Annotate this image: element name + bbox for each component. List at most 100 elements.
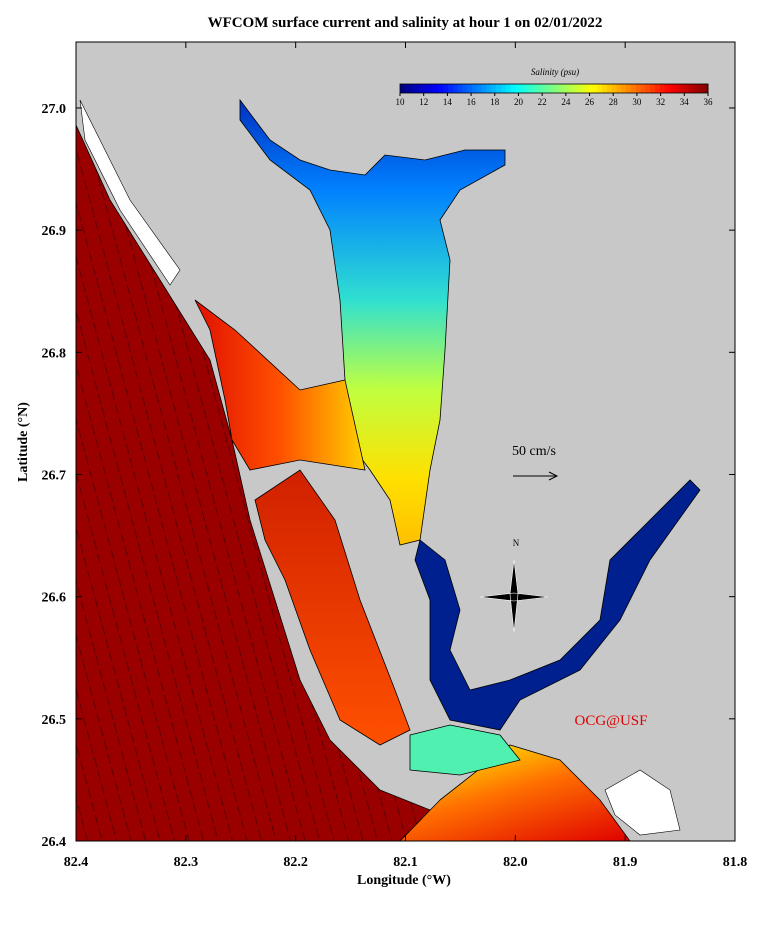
colorbar-cell — [688, 84, 695, 93]
colorbar-cell — [640, 84, 646, 93]
colorbar-cell — [529, 84, 536, 93]
y-tick-label: 26.6 — [42, 591, 67, 606]
x-tick-label: 82.4 — [64, 855, 89, 870]
y-tick-label: 26.8 — [42, 346, 67, 361]
y-tick-label: 26.4 — [42, 835, 67, 850]
colorbar-cell — [539, 84, 545, 93]
colorbar-cell — [621, 84, 627, 93]
charlotte-harbor — [239, 98, 506, 546]
colorbar-cell — [501, 84, 507, 93]
san-carlos-bay — [409, 724, 521, 776]
colorbar-cell — [491, 84, 497, 93]
colorbar-cell — [505, 84, 512, 93]
colorbar-cell — [669, 84, 675, 93]
colorbar-cell — [616, 84, 622, 93]
colorbar-cell — [486, 84, 492, 93]
colorbar-cell — [510, 84, 516, 93]
y-tick-label: 26.9 — [42, 224, 67, 239]
colorbar-cell — [592, 84, 598, 93]
colorbar-tick-label: 30 — [632, 97, 642, 107]
scale-arrow — [513, 471, 559, 481]
x-tick-label: 82.2 — [283, 855, 308, 870]
colorbar-frame — [399, 83, 709, 94]
scale-label: 50 cm/s — [512, 444, 556, 459]
credit: OCG@USF — [574, 713, 647, 729]
colorbar-cell — [549, 84, 555, 93]
colorbar-cell — [404, 84, 411, 93]
colorbar-cell — [674, 84, 680, 93]
colorbar-tick-label: 16 — [467, 97, 477, 107]
colorbar-cell — [534, 84, 541, 93]
colorbar-cell — [452, 84, 459, 93]
colorbar-cell — [611, 84, 618, 93]
colorbar-cell — [424, 84, 430, 93]
colorbar-cell — [693, 84, 699, 93]
harbor-mouth — [194, 299, 366, 471]
colorbar-tick-label: 32 — [656, 97, 665, 107]
colorbar-cell — [428, 84, 435, 93]
colorbar-cell — [457, 84, 464, 93]
colorbar-cell — [698, 84, 704, 93]
colorbar-cell — [462, 84, 468, 93]
current-vectors — [76, 125, 460, 841]
colorbar-cell — [414, 84, 420, 93]
colorbar-cell — [409, 84, 415, 93]
colorbar-cell — [631, 84, 637, 93]
colorbar-cell — [448, 84, 454, 93]
y-tick-label: 26.7 — [42, 468, 67, 483]
colorbar-cell — [573, 84, 579, 93]
x-tick-label: 81.8 — [723, 855, 748, 870]
y-axis-label: Latitude (°N) — [16, 402, 31, 482]
colorbar-cell — [568, 84, 574, 93]
colorbar-cell — [472, 84, 478, 93]
colorbar-cell — [481, 84, 488, 93]
colorbar-cell — [544, 84, 550, 93]
colorbar-tick-label: 34 — [680, 97, 690, 107]
colorbar-cell — [650, 84, 656, 93]
compass — [479, 559, 549, 633]
colorbar-cell — [433, 84, 439, 93]
north-label: N — [513, 538, 520, 548]
colorbar-tick-label: 28 — [609, 97, 619, 107]
pine-island-sound — [254, 469, 411, 746]
colorbar-cell — [597, 84, 603, 93]
colorbar-label: Salinity (psu) — [531, 67, 579, 77]
x-tick-label: 81.9 — [613, 855, 638, 870]
colorbar-cell — [467, 84, 473, 93]
colorbar-cell — [645, 84, 651, 93]
colorbar-cell — [626, 84, 632, 93]
colorbar-cell — [679, 84, 685, 93]
colorbar-cell — [515, 84, 521, 93]
coastal-marsh — [604, 769, 681, 836]
estero-bay — [399, 744, 631, 841]
colorbar-cell — [438, 84, 444, 93]
colorbar-cell — [582, 84, 589, 93]
x-tick-label: 82.1 — [393, 855, 418, 870]
colorbar-cell — [655, 84, 661, 93]
colorbar-tick-label: 26 — [585, 97, 595, 107]
y-tick-label: 26.5 — [42, 713, 67, 728]
colorbar-tick-label: 22 — [538, 97, 547, 107]
colorbar-cell — [602, 84, 608, 93]
colorbar-cell — [587, 84, 593, 93]
colorbar-cell — [578, 84, 584, 93]
colorbar-cell — [563, 84, 569, 93]
colorbar-cell — [520, 84, 526, 93]
caloosahatchee — [414, 479, 701, 731]
barrier-island — [79, 99, 181, 286]
colorbar-tick-label: 14 — [443, 97, 453, 107]
colorbar-cell — [664, 84, 670, 93]
colorbar-cell — [659, 84, 666, 93]
colorbar-cell — [635, 84, 642, 93]
colorbar-tick-label: 24 — [561, 97, 571, 107]
title: WFCOM surface current and salinity at ho… — [208, 15, 603, 31]
colorbar-cell — [703, 84, 709, 93]
colorbar-tick-label: 20 — [514, 97, 524, 107]
colorbar-cell — [443, 84, 449, 93]
colorbar-cell — [419, 84, 425, 93]
colorbar-cell — [558, 84, 565, 93]
x-tick-label: 82.0 — [503, 855, 528, 870]
colorbar-cell — [606, 84, 613, 93]
colorbar-tick-label: 10 — [396, 97, 406, 107]
